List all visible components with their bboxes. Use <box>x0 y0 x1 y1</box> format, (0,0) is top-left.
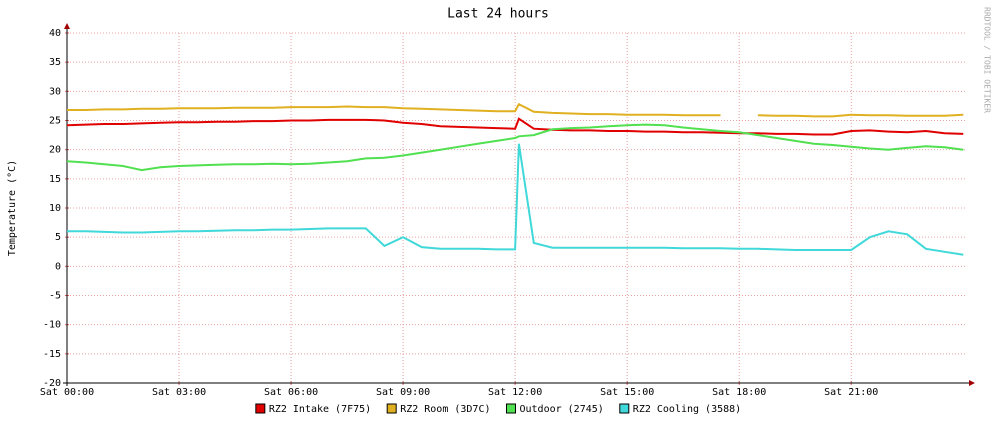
legend-swatch <box>619 403 630 414</box>
legend-item: RZ2 Intake (7F75) <box>255 403 371 415</box>
y-tick-label: 40 <box>49 28 61 39</box>
series-line <box>67 143 964 256</box>
y-tick-label: 0 <box>55 261 61 272</box>
x-tick-label: Sat 09:00 <box>376 387 430 398</box>
x-tick-label: Sat 03:00 <box>152 387 206 398</box>
x-tick-label: Sat 21:00 <box>824 387 878 398</box>
legend-label: RZ2 Room (3D7C) <box>400 404 490 415</box>
x-tick-label: Sat 15:00 <box>600 387 654 398</box>
legend-label: Outdoor (2745) <box>520 404 604 415</box>
legend-item: Outdoor (2745) <box>506 403 604 415</box>
legend-swatch <box>386 403 397 414</box>
legend-swatch <box>255 403 266 414</box>
y-tick-label: 35 <box>49 57 61 68</box>
x-tick-label: Sat 18:00 <box>712 387 766 398</box>
series-line <box>66 123 964 172</box>
legend-item: RZ2 Room (3D7C) <box>386 403 491 415</box>
series-line <box>66 117 964 136</box>
x-tick-label: Sat 12:00 <box>488 387 542 398</box>
y-tick-label: 10 <box>49 203 61 214</box>
x-tick-label: Sat 00:00 <box>40 387 94 398</box>
legend-item: RZ2 Cooling (3588) <box>619 403 741 415</box>
chart-title: Last 24 hours <box>447 7 549 22</box>
y-tick-label: -10 <box>43 320 61 331</box>
y-tick-label: 5 <box>55 232 61 243</box>
side-label: RRDTOOL / TOBI OETIKER <box>983 7 992 113</box>
y-tick-label: -20 <box>43 378 61 389</box>
y-tick-label: -15 <box>43 349 61 360</box>
x-tick-label: Sat 06:00 <box>264 387 318 398</box>
y-tick-label: 25 <box>49 116 61 127</box>
x-axis-arrow <box>969 380 975 386</box>
legend-label: RZ2 Intake (7F75) <box>269 404 371 415</box>
y-tick-label: 30 <box>49 86 61 97</box>
legend-swatch <box>506 403 516 414</box>
y-tick-label: -5 <box>49 291 61 302</box>
y-tick-label: 20 <box>49 145 61 156</box>
series-line <box>67 102 964 118</box>
y-tick-label: 15 <box>49 174 61 185</box>
y-axis-label: Temperature (°C) <box>7 160 18 256</box>
y-axis-arrow <box>64 23 70 29</box>
legend-label: RZ2 Cooling (3588) <box>633 404 741 415</box>
